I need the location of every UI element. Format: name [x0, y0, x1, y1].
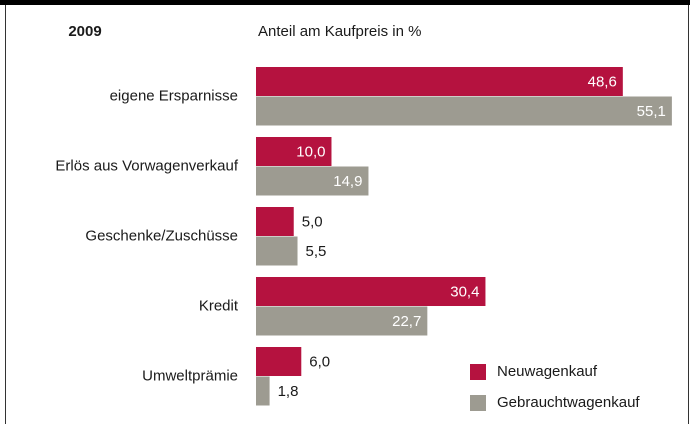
data-label: 55,1: [637, 103, 666, 120]
legend-label: Neuwagenkauf: [497, 363, 598, 380]
legend-swatch: [470, 364, 486, 380]
bar: [256, 137, 332, 166]
data-label: 22,7: [392, 313, 421, 330]
category-label: Erlös aus Vorwagenverkauf: [55, 157, 238, 174]
bar: [256, 236, 298, 266]
bar: [256, 67, 623, 96]
bar: [256, 207, 294, 236]
bar: [256, 96, 672, 126]
category-label: Umweltprämie: [142, 367, 238, 384]
data-label: 5,5: [306, 243, 327, 260]
legend-label: Gebrauchtwagenkauf: [497, 394, 640, 411]
chart-title: 2009: [68, 23, 101, 40]
bar: [256, 166, 369, 196]
bar: [256, 376, 270, 406]
data-label: 14,9: [333, 173, 362, 190]
bar: [256, 277, 486, 306]
data-label: 6,0: [309, 354, 330, 371]
category-label: Kredit: [199, 297, 239, 314]
category-label: Geschenke/Zuschüsse: [85, 227, 238, 244]
bar: [256, 306, 428, 336]
top-border: [0, 0, 690, 5]
legend-swatch: [470, 395, 486, 411]
category-label: eigene Ersparnisse: [110, 87, 238, 104]
data-label: 1,8: [278, 383, 299, 400]
bar: [256, 347, 302, 376]
data-label: 5,0: [302, 214, 323, 231]
data-label: 10,0: [296, 144, 325, 161]
chart-subtitle: Anteil am Kaufpreis in %: [258, 23, 421, 40]
data-label: 30,4: [450, 284, 479, 301]
data-label: 48,6: [588, 74, 617, 91]
